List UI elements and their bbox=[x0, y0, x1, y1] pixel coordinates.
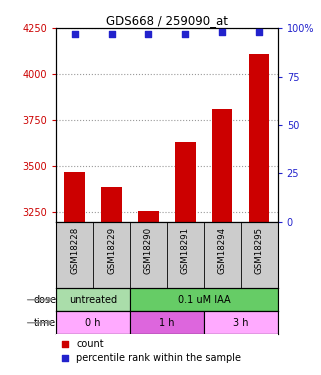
Text: untreated: untreated bbox=[69, 295, 117, 305]
Point bbox=[256, 29, 262, 35]
Bar bbox=[101, 187, 122, 222]
Title: GDS668 / 259090_at: GDS668 / 259090_at bbox=[106, 14, 228, 27]
Bar bbox=[175, 142, 195, 222]
Text: GSM18290: GSM18290 bbox=[144, 227, 153, 274]
Point bbox=[146, 31, 151, 37]
Text: GSM18295: GSM18295 bbox=[255, 227, 264, 274]
Bar bbox=[212, 109, 232, 222]
Bar bbox=[138, 211, 159, 222]
Text: GSM18228: GSM18228 bbox=[70, 227, 79, 274]
Text: count: count bbox=[76, 339, 104, 348]
Text: 0.1 uM IAA: 0.1 uM IAA bbox=[178, 295, 230, 305]
Bar bbox=[56, 288, 130, 311]
Point bbox=[109, 31, 114, 37]
Text: GSM18229: GSM18229 bbox=[107, 227, 116, 274]
Bar bbox=[56, 311, 130, 334]
Bar bbox=[65, 172, 85, 222]
Text: GSM18294: GSM18294 bbox=[218, 227, 227, 274]
Text: GSM18291: GSM18291 bbox=[181, 227, 190, 274]
Bar bbox=[249, 54, 269, 222]
Bar bbox=[204, 311, 278, 334]
Text: percentile rank within the sample: percentile rank within the sample bbox=[76, 353, 241, 363]
Point bbox=[72, 31, 77, 37]
Text: 0 h: 0 h bbox=[85, 318, 101, 328]
Text: 3 h: 3 h bbox=[233, 318, 248, 328]
Text: dose: dose bbox=[33, 295, 56, 305]
Bar bbox=[130, 311, 204, 334]
Point bbox=[63, 355, 68, 361]
Text: time: time bbox=[34, 318, 56, 328]
Bar bbox=[130, 288, 278, 311]
Text: 1 h: 1 h bbox=[159, 318, 175, 328]
Point bbox=[183, 31, 188, 37]
Point bbox=[220, 29, 225, 35]
Point bbox=[63, 340, 68, 346]
